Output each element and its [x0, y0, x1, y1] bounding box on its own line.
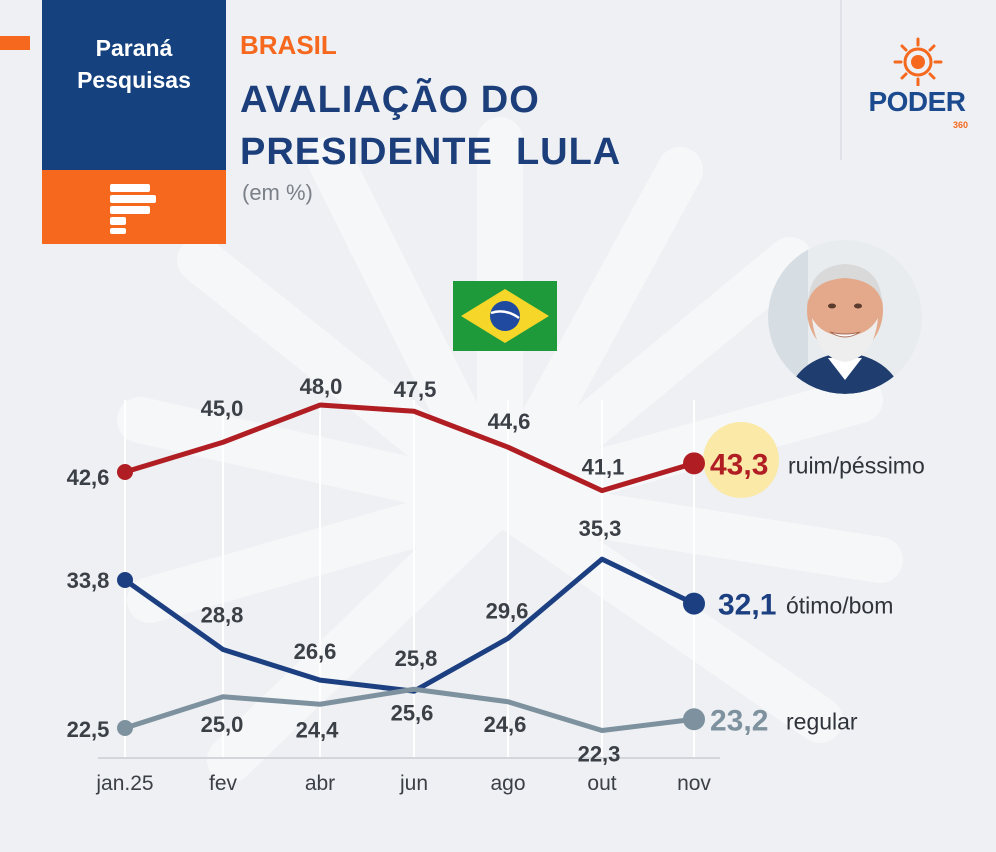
poder-360-mark: 360	[952, 120, 968, 130]
x-tick-label: jan.25	[95, 772, 153, 795]
data-label: 25,6	[391, 700, 434, 725]
x-tick-label: jun	[399, 772, 428, 795]
data-label: 25,0	[201, 712, 244, 737]
x-tick-label: abr	[305, 772, 335, 795]
series-1-start-point	[117, 572, 133, 588]
data-label: 47,5	[394, 377, 437, 402]
title-line-1: AVALIAÇÃO DO	[240, 79, 540, 121]
logo-line-1: Paraná	[95, 35, 173, 61]
series-line-0	[122, 402, 697, 494]
brazil-flag-icon	[453, 281, 557, 351]
series-0-start-point	[117, 464, 133, 480]
x-tick-label: ago	[490, 772, 525, 795]
series-line-2	[122, 686, 697, 733]
logo-wordmark: Paraná Pesquisas	[42, 0, 226, 170]
x-tick-label: nov	[677, 772, 711, 795]
accent-tab	[0, 36, 30, 50]
series-0-end-point	[683, 452, 705, 475]
data-label: 24,6	[484, 712, 527, 737]
last-value-label: 43,3	[710, 448, 768, 481]
data-label: 48,0	[300, 374, 343, 399]
data-label: 22,5	[67, 717, 110, 742]
poder360-logo: PODER 360	[862, 36, 972, 136]
data-label: 24,4	[296, 717, 340, 742]
data-label: 22,3	[578, 742, 621, 767]
data-label: 35,3	[579, 516, 622, 541]
x-tick-label: out	[587, 772, 616, 795]
data-label: 29,6	[486, 598, 529, 623]
sun-icon	[893, 37, 943, 87]
unit-label: (em %)	[242, 180, 313, 205]
series-2-start-point	[117, 720, 133, 736]
series-name-label: regular	[786, 708, 858, 734]
parana-pesquisas-logo: Paraná Pesquisas	[42, 0, 226, 244]
p-icon	[110, 184, 156, 234]
data-label: 26,6	[294, 639, 337, 664]
logo-line-2: Pesquisas	[77, 67, 191, 93]
data-label: 45,0	[201, 396, 244, 421]
series-2-end-point	[683, 708, 705, 731]
last-value-label: 32,1	[718, 589, 776, 622]
title-line-2: PRESIDENTE LULA	[240, 131, 622, 173]
logo-p-mark	[42, 170, 226, 244]
data-label: 44,6	[488, 409, 531, 434]
page-title: AVALIAÇÃO DO PRESIDENTE LULA	[240, 74, 621, 178]
data-label: 25,8	[395, 646, 438, 671]
x-tick-label: fev	[209, 772, 238, 795]
poder-wordmark: PODER	[868, 86, 966, 117]
data-label: 41,1	[582, 455, 625, 480]
last-value-label: 23,2	[710, 704, 768, 737]
country-label: BRASIL	[240, 30, 337, 60]
series-name-label: ótimo/bom	[786, 593, 893, 619]
data-label: 33,8	[67, 568, 110, 593]
series-1-end-point	[683, 592, 705, 615]
series-name-label: ruim/péssimo	[788, 452, 925, 478]
header-divider	[840, 0, 842, 160]
highlight-circle	[703, 422, 779, 498]
data-label: 28,8	[201, 603, 244, 628]
data-label: 42,6	[67, 465, 110, 490]
